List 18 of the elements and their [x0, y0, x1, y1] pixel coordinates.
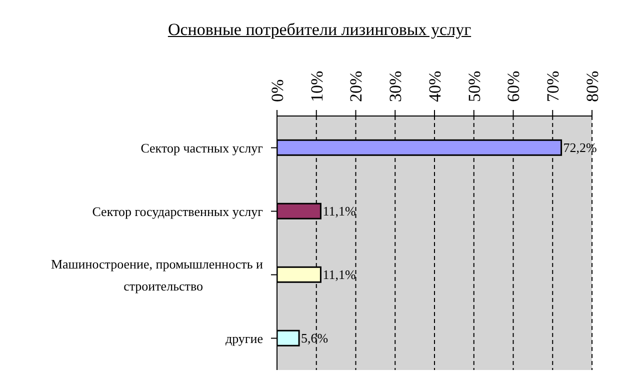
x-tick-label: 10% [307, 70, 326, 102]
x-tick-label: 30% [386, 70, 406, 102]
chart-title: Основные потребители лизинговых услуг [166, 19, 472, 41]
y-tick-label: другие [225, 330, 264, 346]
x-tick-label: 40% [425, 70, 444, 102]
y-tick-label: Сектор частных услуг [140, 140, 263, 156]
x-tick-label: 60% [504, 70, 524, 102]
data-label: 5,6% [301, 330, 328, 346]
y-tick-label: Машиностроение, промышленность и строительство [50, 256, 264, 294]
x-tick-label: 80% [582, 70, 602, 102]
x-tick-label: 70% [544, 70, 563, 102]
data-label: 11,1% [322, 204, 356, 219]
x-tick-label: 20% [346, 70, 366, 102]
data-label: 72,2% [563, 140, 598, 156]
y-tick-label: Сектор государственных услуг [92, 204, 263, 219]
data-label: 11,1% [322, 267, 356, 282]
x-tick-label: 50% [464, 70, 484, 102]
x-tick-label: 0% [268, 79, 287, 102]
